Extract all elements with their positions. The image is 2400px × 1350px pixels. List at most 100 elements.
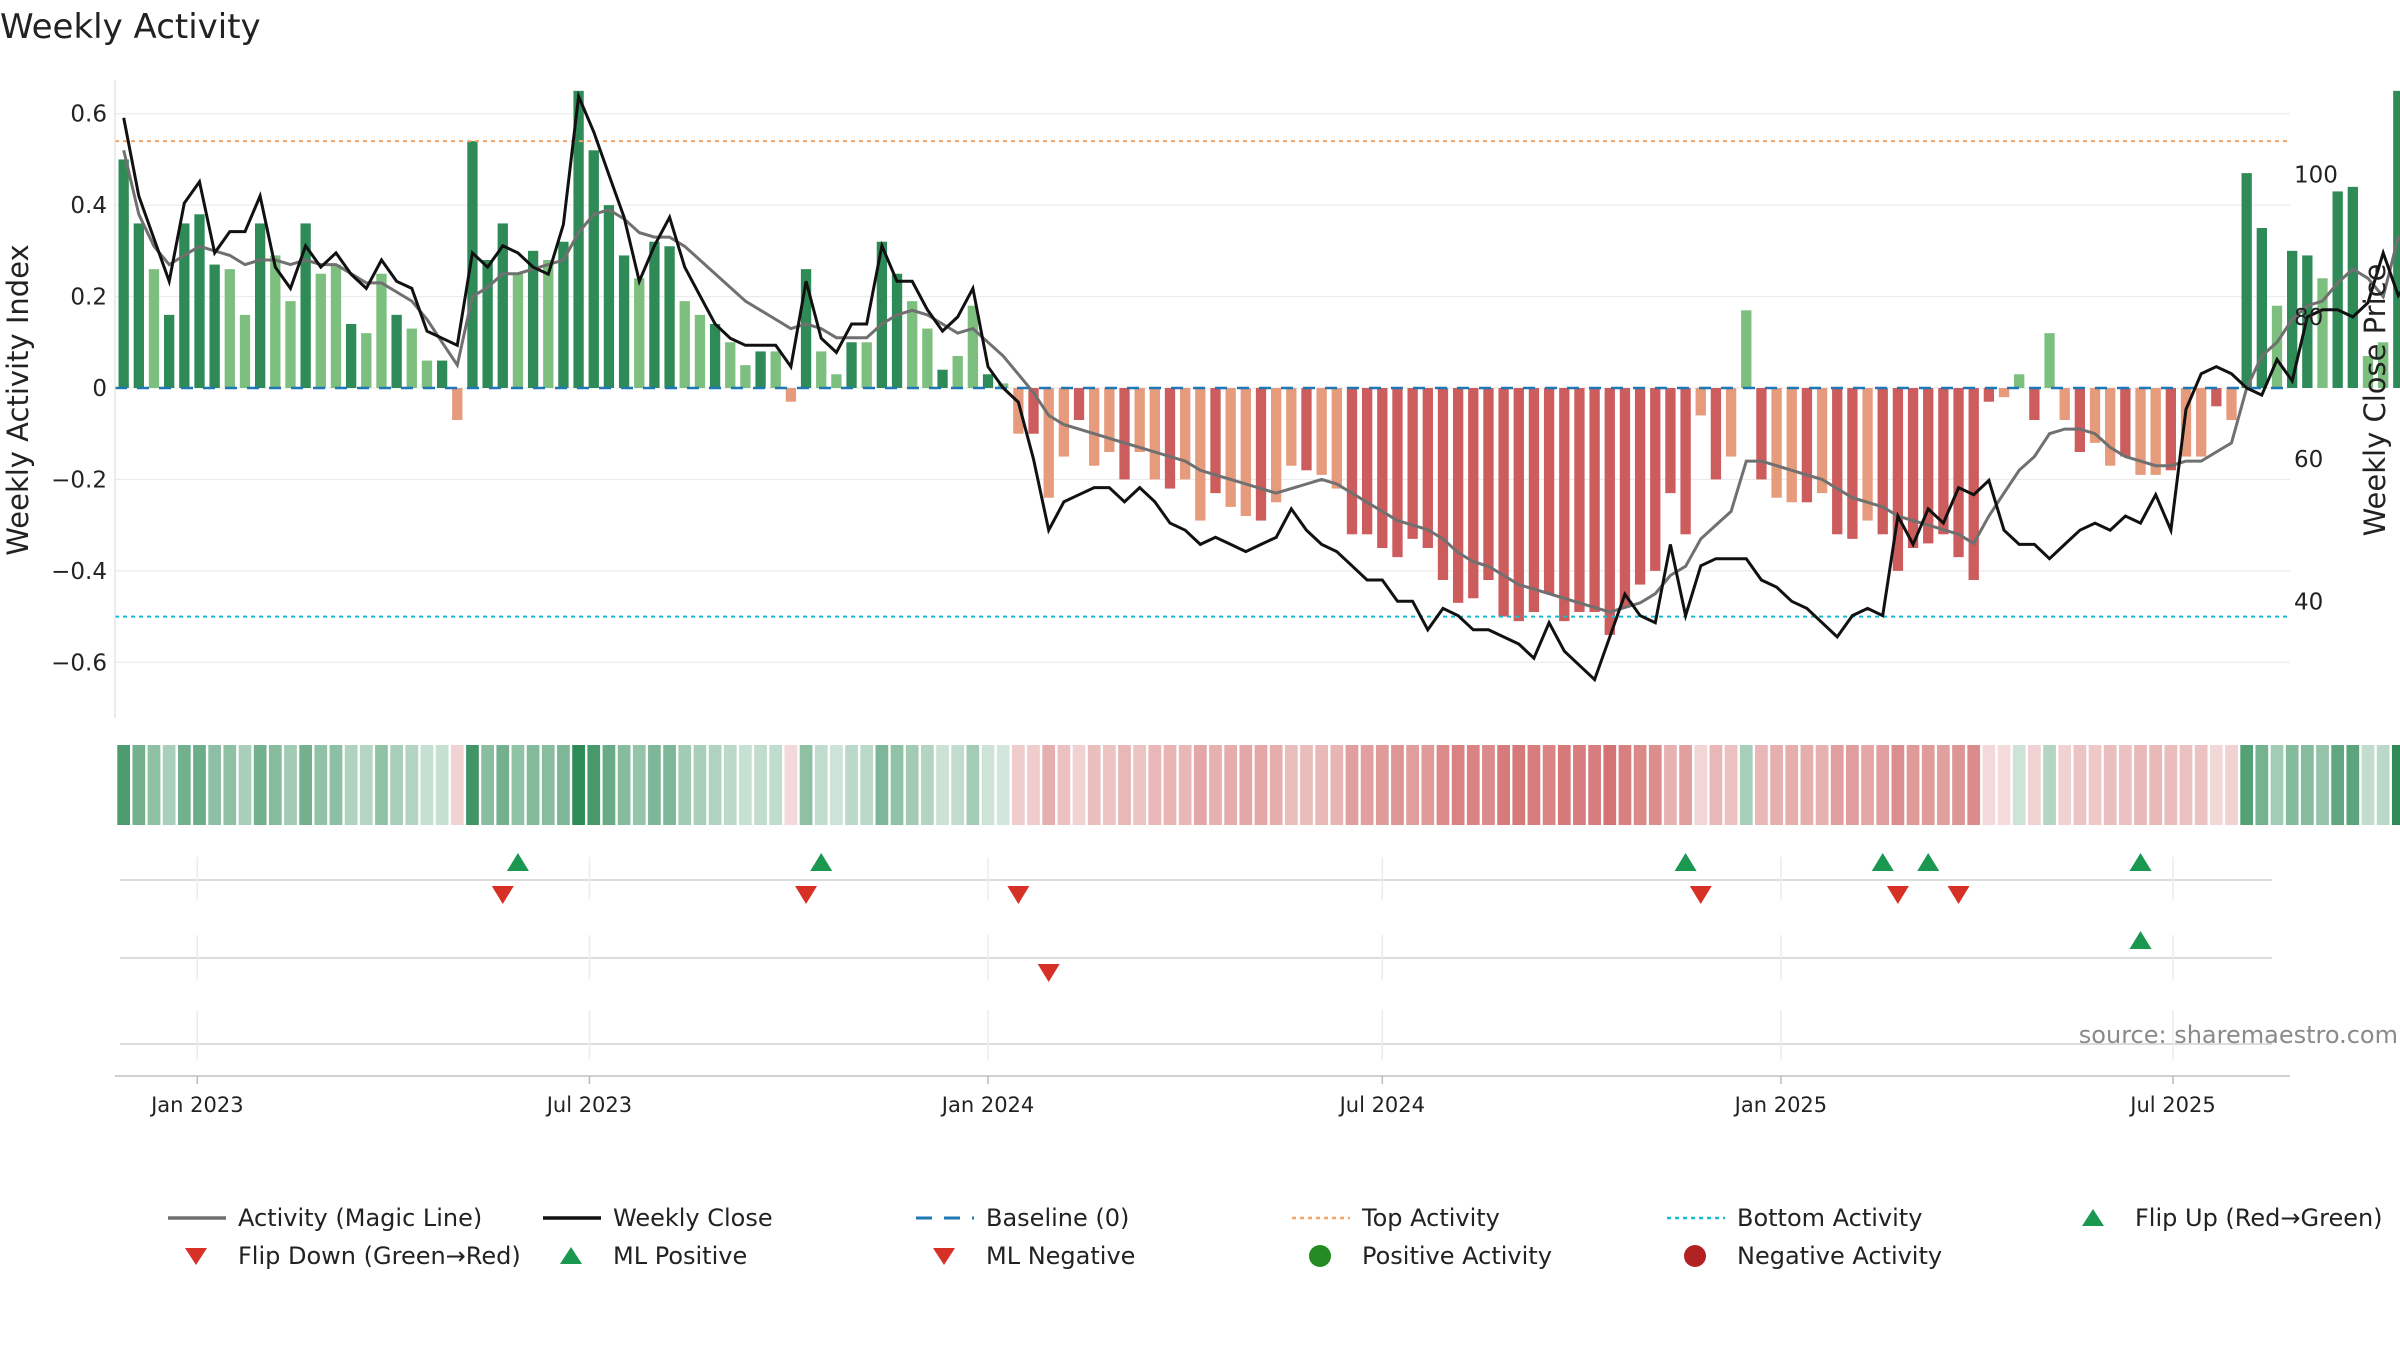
- heat-cell: [1375, 745, 1389, 825]
- activity-bar: [846, 342, 857, 388]
- x-tick-label: Jan 2023: [149, 1093, 244, 1117]
- heat-cell: [648, 745, 661, 825]
- activity-bar: [1968, 388, 1979, 580]
- heat-cell: [1391, 745, 1404, 825]
- legend-label: Activity (Magic Line): [238, 1204, 482, 1232]
- legend-label: Bottom Activity: [1737, 1204, 1922, 1232]
- activity-bar: [1604, 388, 1615, 635]
- activity-bar: [1149, 388, 1160, 480]
- heat-cell: [1148, 745, 1162, 825]
- activity-bar: [254, 223, 266, 388]
- flip-up-marker: [1871, 853, 1894, 871]
- activity-bar: [118, 159, 129, 388]
- activity-bar: [209, 264, 220, 388]
- heat-cell: [981, 745, 995, 825]
- heat-cell: [1284, 745, 1298, 825]
- heat-cell: [193, 745, 206, 825]
- activity-bar: [725, 342, 736, 388]
- activity-bar: [1801, 388, 1813, 503]
- activity-bar: [740, 365, 751, 388]
- activity-bar: [2165, 388, 2177, 471]
- heat-cell: [1436, 745, 1450, 825]
- activity-bar: [270, 255, 281, 388]
- activity-bar: [1134, 388, 1145, 452]
- heat-cell: [1466, 745, 1480, 825]
- activity-bar: [1786, 388, 1797, 503]
- y-tick-label: −0.6: [51, 650, 107, 676]
- heat-cell: [511, 745, 525, 825]
- legend-label: ML Negative: [986, 1242, 1135, 1270]
- heat-cell: [1724, 745, 1738, 825]
- heat-cell: [1497, 745, 1510, 825]
- activity-bar: [1043, 388, 1054, 498]
- heat-cell: [526, 745, 540, 825]
- activity-bar: [2135, 388, 2146, 475]
- legend-swatch: [1684, 1245, 1706, 1267]
- right-y-axis-label: Weekly Close Price: [2358, 264, 2392, 537]
- activity-bar: [1013, 388, 1024, 434]
- heat-cell: [678, 745, 692, 825]
- legend-item: ML Negative: [933, 1242, 1135, 1270]
- heat-cell: [572, 745, 585, 825]
- activity-bar: [224, 269, 235, 388]
- heat-cell: [1512, 745, 1526, 825]
- heat-cell: [860, 745, 874, 825]
- activity-bar: [679, 301, 690, 388]
- activity-bar: [1073, 388, 1085, 420]
- heat-cell: [375, 745, 388, 825]
- activity-bar: [164, 314, 175, 388]
- heat-cell: [875, 745, 889, 825]
- heat-cell: [693, 745, 707, 825]
- heat-cell: [1057, 745, 1071, 825]
- y-right-tick-label: 100: [2294, 163, 2338, 189]
- activity-bar: [1665, 388, 1676, 494]
- legend-label: ML Positive: [613, 1242, 747, 1270]
- x-axis: Jan 2023 Jul 2023 Jan 2024 Jul 2024 Jan 2025…: [115, 1075, 2290, 1117]
- activity-bar: [2074, 388, 2086, 452]
- flip-up-marker: [506, 853, 529, 871]
- heat-cell: [617, 745, 631, 825]
- activity-bar: [1301, 388, 1312, 471]
- heat-cell: [2149, 745, 2163, 825]
- heat-cell: [1815, 745, 1829, 825]
- heat-cell: [435, 745, 449, 825]
- activity-bar: [497, 223, 508, 388]
- ml-positive-marker: [2129, 931, 2152, 949]
- heat-cell: [2300, 745, 2314, 825]
- heat-cell: [208, 745, 222, 825]
- activity-bar: [1377, 388, 1388, 548]
- heat-cell: [1133, 745, 1147, 825]
- heat-cell: [496, 745, 510, 825]
- y-tick-label: −0.4: [51, 559, 107, 585]
- activity-bar: [1832, 388, 1843, 535]
- legend-label: Flip Down (Green→Red): [238, 1242, 521, 1270]
- heat-cell: [268, 745, 282, 825]
- legend-swatch: [1309, 1245, 1331, 1267]
- heat-cell: [2209, 745, 2223, 825]
- y-tick-label: 0.2: [70, 285, 107, 311]
- heat-cell: [1982, 745, 1996, 825]
- heat-cell: [1330, 745, 1344, 825]
- y-tick-label: 0.4: [70, 193, 107, 219]
- activity-bar: [315, 273, 326, 388]
- heat-cell: [2391, 745, 2400, 825]
- flip-up-marker: [1674, 853, 1697, 871]
- legend-item: Positive Activity: [1309, 1242, 1552, 1270]
- activity-bar: [1756, 388, 1767, 480]
- activity-bar: [588, 150, 599, 388]
- ml-negative-marker: [1037, 964, 1060, 982]
- heat-cell: [799, 745, 813, 825]
- activity-bar: [1331, 388, 1342, 489]
- heat-cell: [1694, 745, 1708, 825]
- activity-bar: [1741, 310, 1752, 388]
- activity-bar: [1270, 388, 1282, 503]
- activity-bar: [2044, 333, 2055, 388]
- flip-up-marker: [1917, 853, 1940, 871]
- activity-bar: [785, 388, 797, 402]
- heat-cell: [890, 745, 904, 825]
- heat-cell: [723, 745, 737, 825]
- activity-bar: [1119, 388, 1130, 480]
- activity-bar: [1195, 388, 1206, 521]
- activity-bar: [1513, 388, 1524, 622]
